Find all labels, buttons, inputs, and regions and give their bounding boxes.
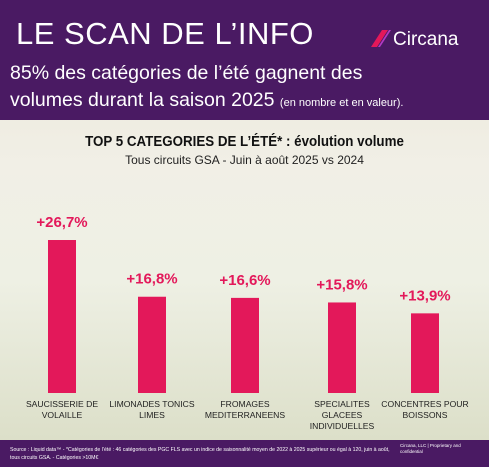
footer-legal: Circana, LLC | Proprietary and confident…	[400, 443, 461, 454]
value-label: +26,7%	[36, 214, 87, 231]
value-label: +16,8%	[126, 271, 177, 288]
value-label: +13,9%	[399, 287, 450, 304]
category-label: CONCENTRES POUR BOISSONS	[381, 399, 469, 420]
header-subtitle-line: volumes durant la saison 2025 (en nombre…	[10, 89, 403, 112]
value-label: +15,8%	[316, 276, 367, 293]
category-label: LIMONADES TONICS LIMES	[109, 399, 195, 420]
chart: +26,7% +16,8% +16,6% +15,8% +13,9%	[36, 214, 451, 393]
header-subtitle: 85% des catégories de l’été gagnent des	[10, 62, 363, 84]
category-label: SAUCISSERIE DE VOLAILLE	[25, 399, 99, 420]
chart-title: TOP 5 CATEGORIES DE L’ÉTÉ* : évolution v…	[85, 134, 404, 150]
bar	[328, 302, 356, 393]
chart-subtitle: Tous circuits GSA - Juin à août 2025 vs …	[125, 153, 364, 167]
header-subtitle: volumes durant la saison 2025	[10, 89, 275, 111]
bar	[411, 313, 439, 393]
brand-name: Circana	[393, 29, 459, 50]
bar	[48, 240, 76, 393]
brand-icon	[371, 30, 391, 47]
bar	[231, 297, 259, 393]
bar	[138, 296, 166, 393]
value-label: +16,6%	[219, 272, 270, 289]
category-label: FROMAGES MEDITERRANEENS	[204, 399, 286, 420]
header-note: (en nombre et en valeur).	[279, 97, 404, 109]
footer-band	[0, 440, 489, 467]
footer-source: Source : Liquid data™ - *Catégories de l…	[10, 447, 390, 461]
header-title: LE SCAN DE L’INFO	[16, 16, 314, 51]
header-band	[0, 0, 489, 120]
category-label: SPECIALITES GLACEES INDIVIDUELLES	[309, 399, 375, 431]
